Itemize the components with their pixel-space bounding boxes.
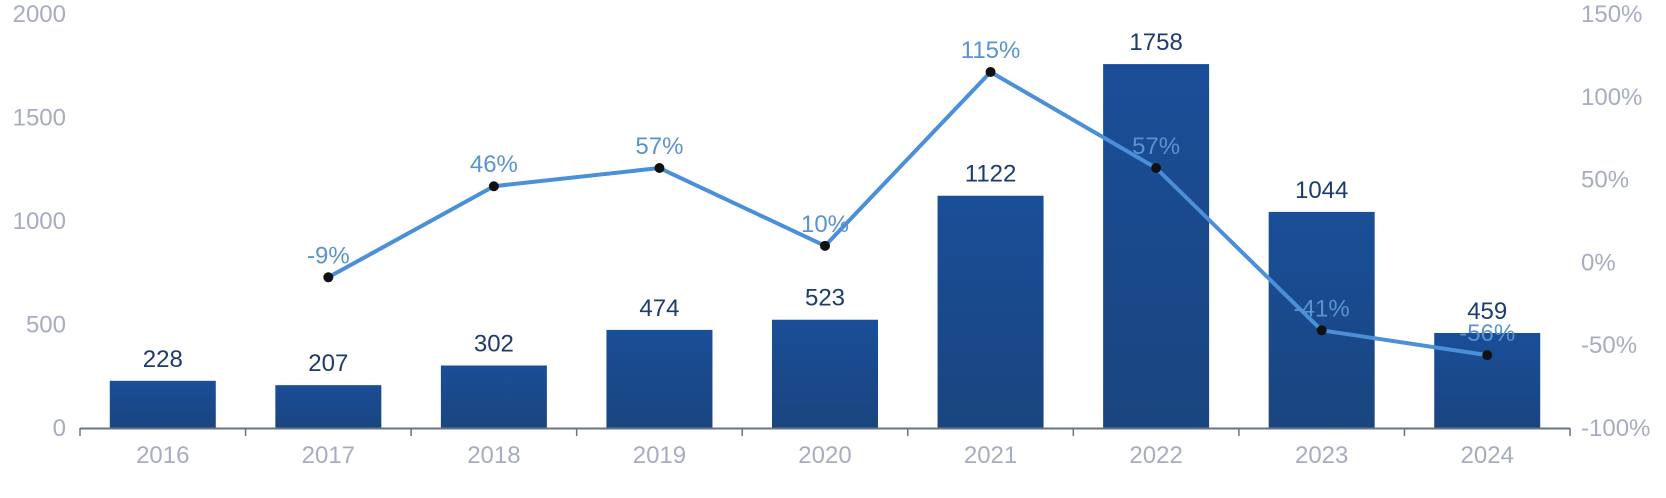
bar-data-label: 1758 [1129, 29, 1182, 56]
x-axis-tick-label: 2022 [1129, 442, 1182, 469]
line-point [323, 272, 334, 283]
bar [1268, 211, 1375, 428]
line-data-label: 57% [1132, 133, 1180, 160]
line-data-labels: -9% 46% 57% 10% 115% 57% -41% -56% [307, 37, 1515, 347]
x-axis-tick-label: 2018 [467, 442, 520, 469]
x-axis-tick-label: 2021 [964, 442, 1017, 469]
line-point [820, 240, 830, 251]
right-axis-ticks: -100% -50% 0% 50% 100% 150% [1581, 1, 1650, 442]
bar-data-label: 523 [805, 285, 845, 312]
bar-data-label: 1044 [1295, 177, 1348, 204]
right-axis-tick-label: 100% [1581, 84, 1642, 111]
bar [275, 385, 382, 428]
left-axis-tick-label: 1000 [13, 208, 66, 235]
bar [772, 319, 878, 428]
bar [1103, 64, 1210, 429]
line-data-label: 46% [470, 151, 518, 178]
left-axis-ticks: 0 500 1000 1500 2000 [13, 1, 66, 442]
bar-data-label: 302 [474, 330, 514, 357]
bar-data-labels: 228 207 302 474 523 1122 1758 1044 459 [143, 29, 1507, 377]
line-data-label: 115% [961, 37, 1021, 64]
right-axis-tick-label: 0% [1581, 249, 1616, 276]
right-axis-tick-label: 50% [1581, 167, 1629, 194]
line-data-label: 10% [801, 211, 849, 238]
bar [1434, 332, 1541, 428]
bar-data-label: 474 [639, 295, 679, 322]
bar [937, 195, 1044, 428]
line-series [323, 66, 1493, 361]
right-axis-tick-label: 150% [1581, 1, 1642, 28]
bar-data-label: 1122 [965, 161, 1017, 188]
x-axis-tick-label: 2020 [798, 442, 851, 469]
line-point [1316, 325, 1327, 336]
line-data-label: -41% [1294, 295, 1350, 322]
left-axis-tick-label: 2000 [13, 1, 66, 28]
left-axis-tick-label: 1500 [13, 105, 66, 132]
growth-line [327, 69, 1488, 358]
x-axis-tick-label: 2017 [302, 442, 355, 469]
x-axis-tick-label: 2023 [1295, 442, 1348, 469]
bar [606, 329, 713, 428]
line-data-label: -56% [1459, 320, 1515, 347]
left-axis-tick-label: 0 [53, 415, 66, 442]
bar-data-label: 459 [1467, 298, 1507, 325]
right-axis-tick-label: -50% [1581, 332, 1637, 359]
left-axis-tick-label: 500 [26, 312, 66, 339]
line-point [488, 181, 499, 192]
bar [440, 365, 547, 428]
line-point [985, 66, 996, 77]
x-axis-ticks: 2016 2017 2018 2019 2020 2021 2022 2023 2024 [79, 428, 1571, 469]
x-axis-tick-label: 2024 [1461, 442, 1514, 469]
line-data-label: 57% [635, 133, 683, 160]
x-axis-tick-label: 2016 [136, 442, 189, 469]
bar [109, 380, 216, 428]
x-axis-tick-label: 2019 [633, 442, 686, 469]
right-axis-tick-label: -100% [1581, 415, 1650, 442]
line-point [1151, 163, 1162, 174]
line-data-label: -9% [307, 242, 350, 269]
bar-series [109, 64, 1541, 429]
bar-data-label: 228 [143, 346, 183, 373]
line-point [654, 163, 665, 174]
line-point [1482, 350, 1493, 361]
bar-data-label: 207 [308, 350, 348, 377]
